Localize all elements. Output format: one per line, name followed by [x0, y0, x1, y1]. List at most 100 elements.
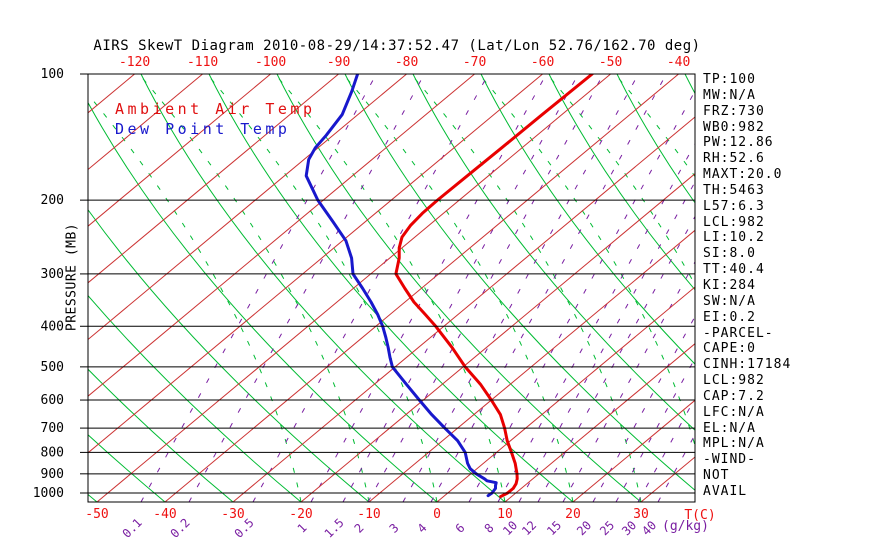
parameter-row: NOT [703, 468, 730, 484]
pressure-tick-label: 200 [41, 193, 64, 208]
top-temp-tick-label: -40 [667, 55, 690, 70]
bottom-temp-tick-label: 0 [433, 507, 441, 522]
temp-axis-unit-label: T(C) [684, 508, 715, 523]
mixing-ratio-line [188, 74, 425, 502]
parameter-row: AVAIL [703, 483, 748, 499]
parameter-row: FRZ:730 [703, 103, 765, 119]
isotherm-line [88, 74, 475, 397]
mixing-ratio-tick-label: 4 [415, 521, 430, 536]
dew-point-curve [304, 74, 498, 498]
mixing-ratio-line [402, 74, 639, 502]
parameter-row: MPL:N/A [703, 436, 765, 452]
parameter-row: CINH:17184 [703, 357, 792, 373]
top-temp-tick-label: -50 [599, 55, 622, 70]
parameter-row: SI:8.0 [703, 246, 756, 262]
mixing-ratio-tick-label: 6 [453, 521, 468, 536]
mixing-ratio-tick-label: 1 [295, 521, 310, 536]
pressure-tick-label: 400 [41, 319, 64, 334]
bottom-temp-tick-label: -20 [289, 507, 312, 522]
bottom-temp-tick-label: -50 [85, 507, 108, 522]
dry-adiabat-line [88, 368, 234, 502]
dry-adiabat-line [88, 294, 302, 502]
parameter-row: EI:0.2 [703, 309, 756, 325]
parameter-row: SW:N/A [703, 293, 756, 309]
pressure-tick-label: 700 [41, 421, 64, 436]
top-temp-tick-label: -100 [255, 55, 286, 70]
bottom-temp-tick-label: -30 [221, 507, 244, 522]
parameter-list: TP:100 MW:N/A FRZ:730 WB0:982 PW:12.86 RH:52.… [703, 72, 791, 500]
ambient-temp-curve [394, 74, 594, 499]
isotherm-line [300, 173, 695, 502]
grid-layer [88, 74, 695, 502]
parameter-row: LFC:N/A [703, 404, 765, 420]
isotherm-line [88, 74, 339, 284]
mixing-ratio-tick-label: 15 [544, 518, 564, 538]
parameter-row: TT:40.4 [703, 262, 765, 278]
top-temp-tick-label: -120 [119, 55, 150, 70]
parameter-row: -WIND- [703, 452, 756, 468]
parameter-row: PW:12.86 [703, 135, 774, 151]
parameter-row: RH:52.6 [703, 151, 765, 167]
parameter-row: CAP:7.2 [703, 388, 765, 404]
isotherm-line [88, 74, 407, 341]
isotherm-line [232, 116, 695, 502]
top-temp-tick-label: -70 [463, 55, 486, 70]
parameter-row: EL:N/A [703, 420, 756, 436]
pressure-tick-label: 900 [41, 467, 64, 482]
top-temp-tick-label: -60 [531, 55, 554, 70]
dry-adiabat-line [344, 74, 695, 491]
bottom-temp-tick-label: 20 [565, 507, 581, 522]
isotherm-line [504, 343, 695, 502]
mixing-ratio-tick-label: 1.5 [322, 516, 347, 541]
parameter-row: TH:5463 [703, 182, 765, 198]
top-temp-tick-label: -90 [327, 55, 350, 70]
parameter-row: LCL:982 [703, 214, 765, 230]
dry-adiabat-line [88, 101, 438, 502]
mixing-ratio-tick-label: 12 [519, 518, 539, 538]
pressure-tick-label: 100 [41, 67, 64, 82]
isotherm-line [88, 74, 203, 171]
parameter-row: MAXT:20.0 [703, 167, 783, 183]
parameter-row: LCL:982 [703, 373, 765, 389]
page-title: AIRS SkewT Diagram 2010-08-29/14:37:52.4… [93, 38, 701, 54]
dry-adiabat-line [208, 74, 574, 502]
pressure-tick-label: 800 [41, 445, 64, 460]
mixing-ratio-tick-label: 25 [597, 518, 617, 538]
isotherm-line [572, 399, 695, 502]
parameter-row: TP:100 [703, 72, 756, 87]
isotherm-line [88, 74, 543, 454]
isotherm-line [368, 229, 695, 502]
parameter-row: MW:N/A [703, 87, 756, 103]
parameter-row: KI:284 [703, 277, 756, 293]
mixing-ratio-tick-label: 8 [482, 521, 497, 536]
pressure-tick-label: 600 [41, 393, 64, 408]
isotherm-line [436, 286, 695, 502]
isotherm-line [96, 74, 611, 502]
parameter-row: LI:10.2 [703, 230, 765, 246]
bottom-temp-tick-label: -40 [153, 507, 176, 522]
pressure-tick-label: 1000 [33, 486, 64, 501]
top-temp-tick-label: -80 [395, 55, 418, 70]
parameter-row: CAPE:0 [703, 341, 756, 357]
dry-adiabat-line [88, 493, 98, 502]
bottom-temp-tick-label: 10 [497, 507, 513, 522]
dry-adiabat-line [88, 434, 166, 502]
mixing-ratio-tick-label: 2 [352, 521, 367, 536]
isotherm-line [164, 74, 679, 502]
mixing-axis-unit-label: (g/kg) [662, 519, 709, 534]
bottom-temp-tick-label: -10 [357, 507, 380, 522]
pressure-axis-label: PRESSURE (MB) [64, 222, 80, 332]
pressure-tick-label: 300 [41, 267, 64, 282]
dry-adiabat-line [276, 74, 642, 502]
legend-ambient-air-temp: Ambient Air Temp [115, 100, 316, 118]
pressure-tick-label: 500 [41, 360, 64, 375]
mixing-ratio-tick-label: 0.1 [120, 516, 145, 541]
legend-dew-point-temp: Dew Point Temp [115, 120, 291, 138]
dry-adiabat-line [88, 208, 370, 502]
dry-adiabat-line [616, 74, 695, 204]
parameter-row: L57:6.3 [703, 198, 765, 214]
parameter-row: -PARCEL- [703, 325, 774, 341]
plot-border [87, 73, 696, 503]
